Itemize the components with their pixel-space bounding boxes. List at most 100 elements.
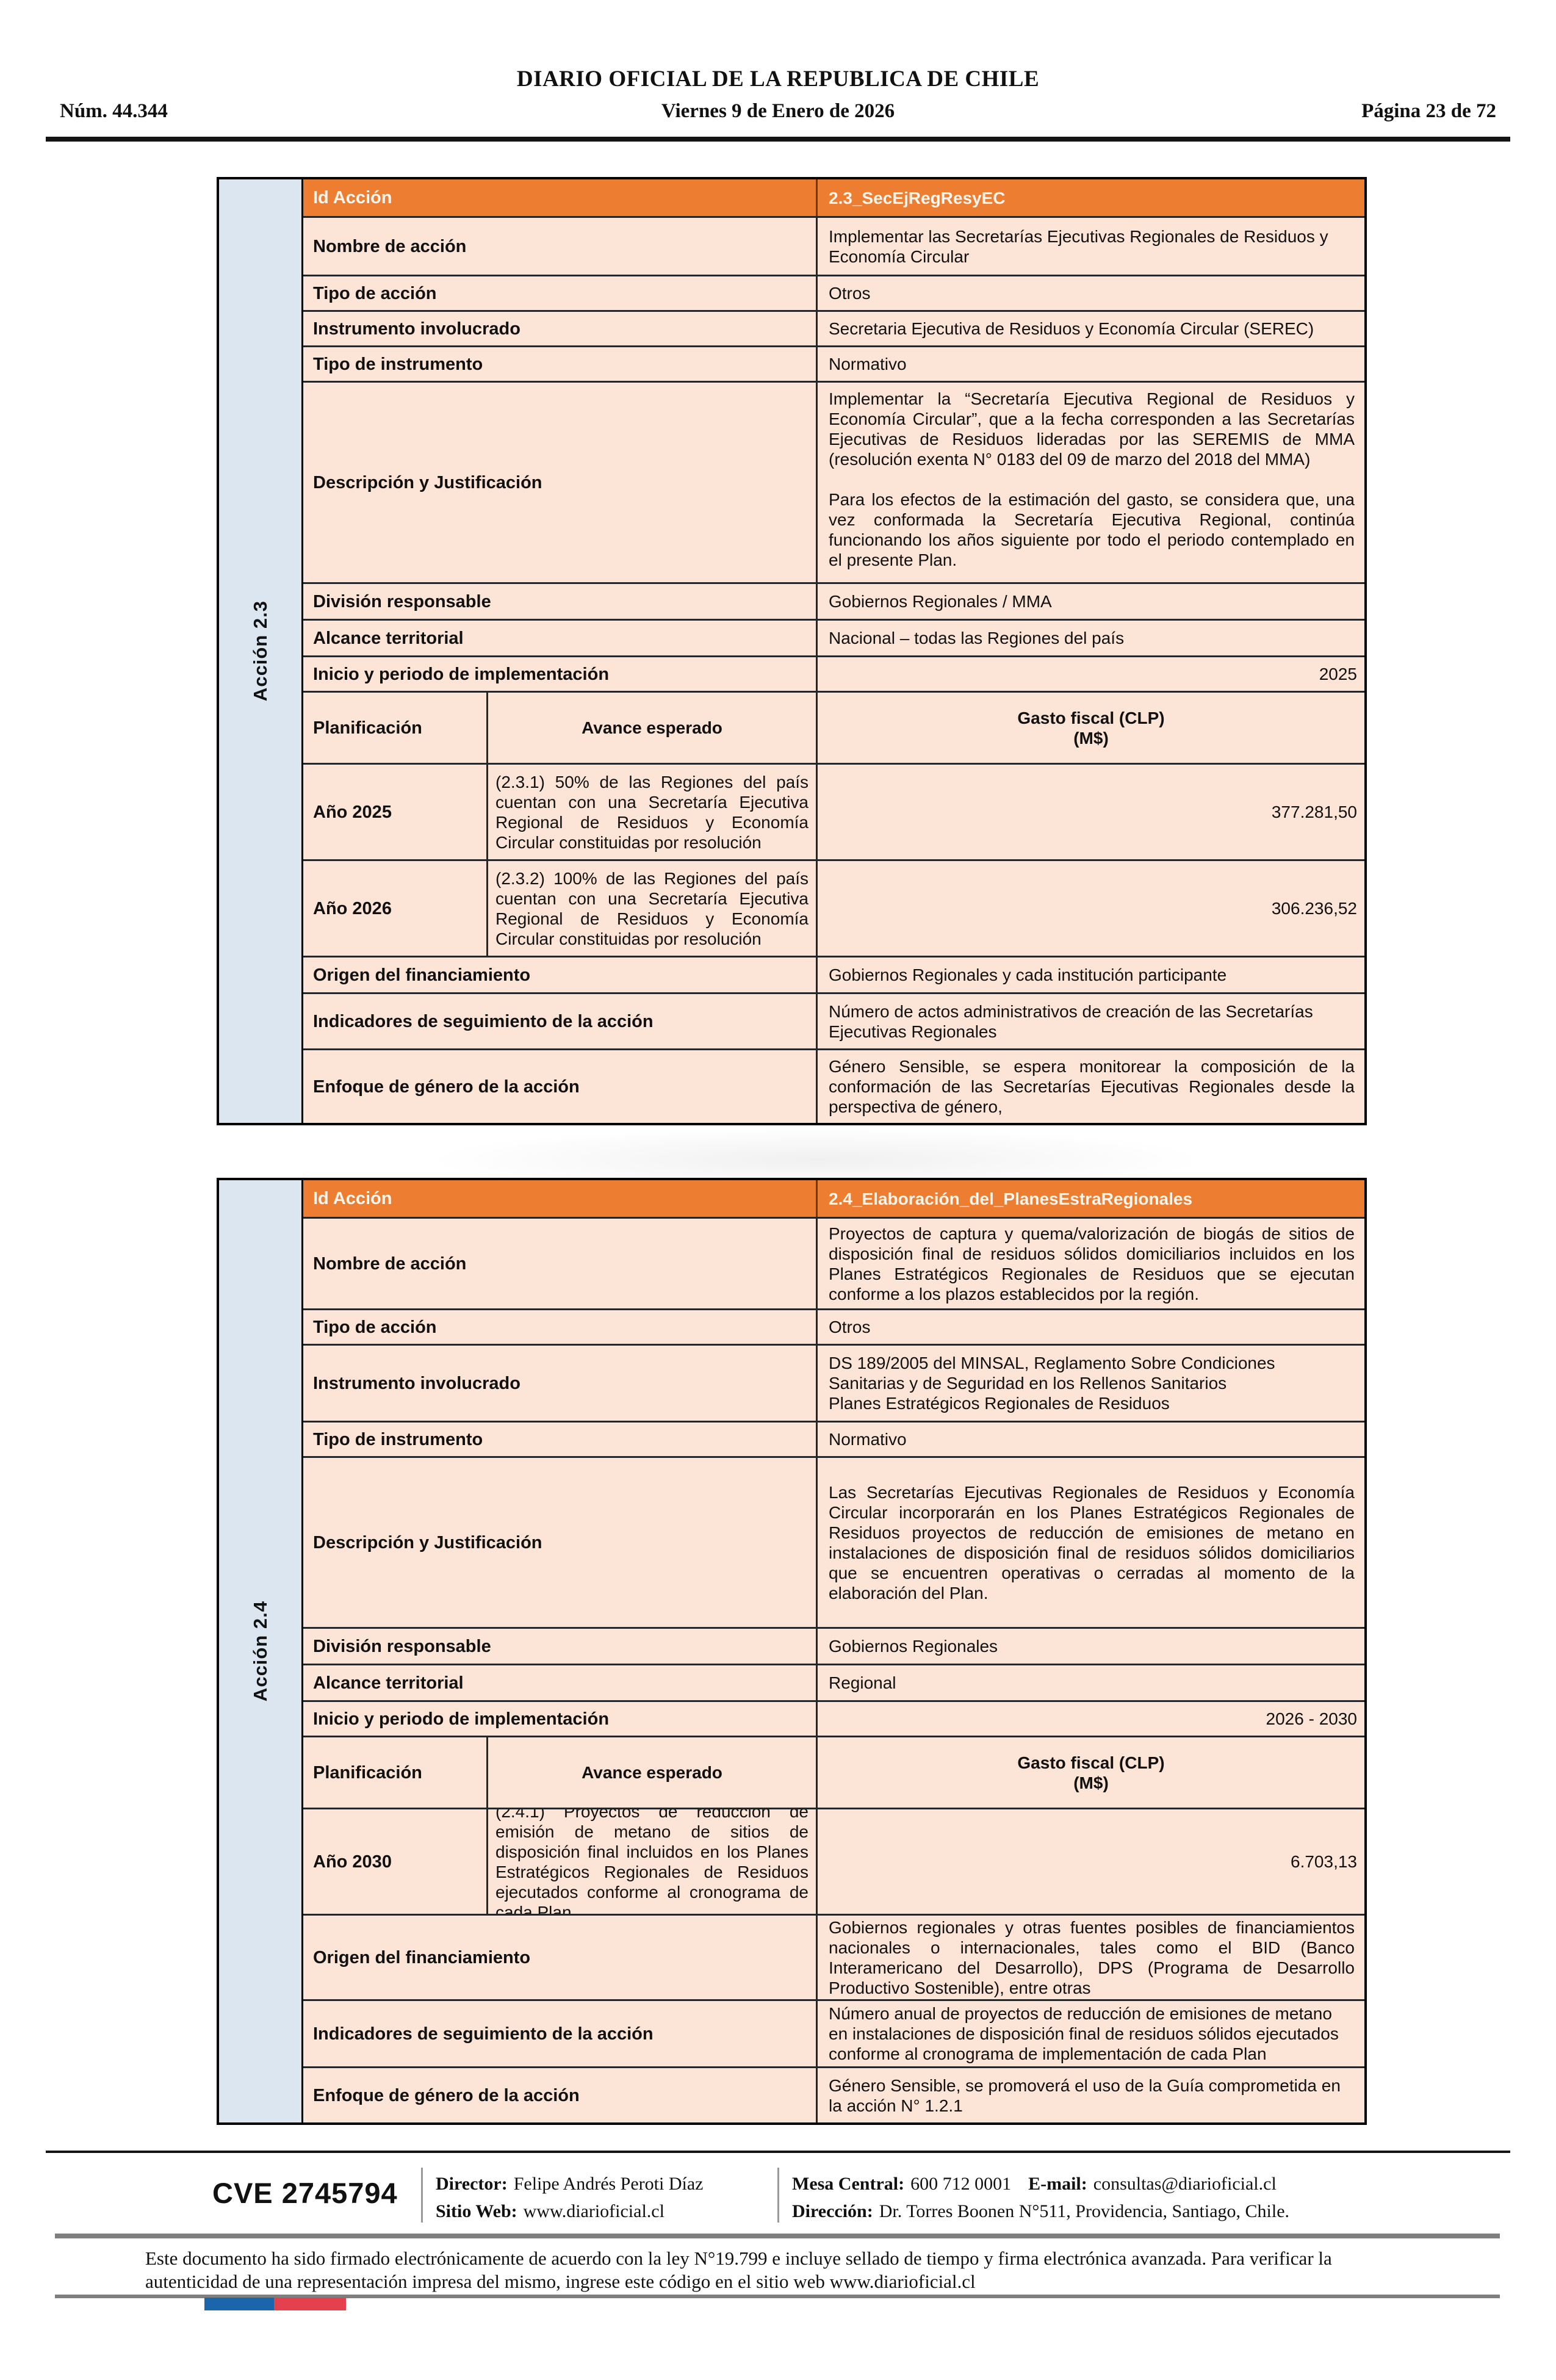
descripcion-value: Implementar la “Secretaría Ejecutiva Reg… [816,383,1364,582]
row-plan-header: Planificación Avance esperado Gasto fisc… [303,1736,1364,1808]
genero-value: Género Sensible, se promoverá el uso de … [816,2068,1364,2122]
row-ano-2026: Año 2026 (2.3.2) 100% de las Regiones de… [303,859,1364,956]
gasto-fiscal-label: Gasto fiscal (CLP) (M$) [816,693,1364,763]
descripcion-value: Las Secretarías Ejecutivas Regionales de… [816,1458,1364,1627]
ano-2030-gasto: 6.703,13 [816,1809,1364,1914]
tipo-accion-label: Tipo de acción [313,1317,437,1337]
direccion-label: Dirección: [792,2201,873,2221]
email-label: E-mail: [1028,2174,1087,2194]
row-tipo-instrumento: Tipo de instrumento Normativo [303,345,1364,381]
tipo-instrumento-value: Normativo [816,347,1364,381]
descripcion-label: Descripción y Justificación [313,472,542,492]
row-instrumento: Instrumento involucrado DS 189/2005 del … [303,1344,1364,1421]
footer-contact-block: Mesa Central: 600 712 0001 E-mail: consulta… [792,2170,1289,2225]
row-tipo-accion: Tipo de acción Otros [303,275,1364,310]
ano-2026-label: Año 2026 [313,898,392,918]
row-tipo-accion: Tipo de acción Otros [303,1308,1364,1344]
footer-mesa-line: Mesa Central: 600 712 0001 E-mail: consulta… [792,2170,1289,2198]
mesa-central-label: Mesa Central: [792,2174,905,2194]
email-address: consultas@diarioficial.cl [1093,2174,1277,2194]
row-indicadores: Indicadores de seguimiento de la acción … [303,1999,1364,2066]
instrumento-label: Instrumento involucrado [313,1373,520,1393]
origen-value: Gobiernos Regionales y cada institución … [816,957,1364,992]
sitio-web-label: Sitio Web: [436,2201,517,2221]
director-name: Felipe Andrés Peroti Díaz [513,2174,704,2194]
masthead-page-indicator: Página 23 de 72 [1361,100,1496,122]
ano-2025-gasto: 377.281,50 [816,765,1364,859]
chile-flag-red-bar [274,2298,346,2310]
row-origen: Origen del financiamiento Gobiernos Regi… [303,956,1364,992]
genero-value: Género Sensible, se espera monitorear la… [816,1050,1364,1123]
tipo-instrumento-label: Tipo de instrumento [313,1429,483,1449]
row-division: División responsable Gobiernos Regionale… [303,1627,1364,1664]
id-accion-value: 2.4_Elaboración_del_PlanesEstraRegionale… [816,1180,1364,1217]
row-alcance: Alcance territorial Nacional – todas las… [303,619,1364,655]
division-label: División responsable [313,591,491,611]
footer-gray-rule-bottom [55,2295,1500,2298]
row-alcance: Alcance territorial Regional [303,1664,1364,1700]
instrumento-value: Secretaria Ejecutiva de Residuos y Econo… [816,312,1364,345]
instrumento-value: DS 189/2005 del MINSAL, Reglamento Sobre… [816,1346,1364,1421]
id-accion-label: Id Acción [313,1189,392,1208]
row-nombre-accion: Nombre de acción Proyectos de captura y … [303,1217,1364,1308]
instrumento-linea-2: Planes Estratégicos Regionales de Residu… [829,1394,1170,1413]
nombre-accion-value: Proyectos de captura y quema/valorizació… [816,1219,1364,1308]
row-ano-2030: Año 2030 (2.4.1) Proyectos de reducción … [303,1808,1364,1914]
action-table-2-3: Acción 2.3 Id Acción 2.3_SecEjRegResyEC … [217,177,1367,1125]
gasto-fiscal-label-line1: Gasto fiscal (CLP) [1017,1753,1165,1772]
gasto-fiscal-label-line2: (M$) [1073,1773,1109,1792]
row-descripcion: Descripción y Justificación Implementar … [303,381,1364,582]
tipo-accion-value: Otros [816,276,1364,310]
tipo-accion-value: Otros [816,1310,1364,1344]
genero-label: Enfoque de género de la acción [313,1076,580,1097]
instrumento-linea-1: DS 189/2005 del MINSAL, Reglamento Sobre… [829,1354,1275,1393]
footer-sitio-line: Sitio Web: www.diarioficial.cl [436,2198,703,2225]
division-label: División responsable [313,1636,491,1656]
tipo-accion-label: Tipo de acción [313,283,437,303]
inicio-value: 2025 [816,657,1364,691]
nombre-accion-label: Nombre de acción [313,1253,467,1274]
indicadores-value: Número de actos administrativos de creac… [816,994,1364,1048]
instrumento-label: Instrumento involucrado [313,319,520,339]
action-2-3-sidebar-label: Acción 2.3 [249,600,271,702]
row-division: División responsable Gobiernos Regionale… [303,582,1364,619]
alcance-value: Regional [816,1665,1364,1700]
chile-flag-blue-bar [204,2298,274,2310]
row-id-accion: Id Acción 2.3_SecEjRegResyEC [303,179,1364,216]
planificacion-label: Planificación [313,718,422,738]
division-value: Gobiernos Regionales / MMA [816,584,1364,619]
descripcion-label: Descripción y Justificación [313,1532,542,1552]
origen-value: Gobiernos regionales y otras fuentes pos… [816,1916,1364,1999]
legal-notice: Este documento ha sido firmado electróni… [145,2248,1332,2292]
footer-gray-rule-top [55,2234,1500,2238]
row-plan-header: Planificación Avance esperado Gasto fisc… [303,691,1364,763]
masthead-rule [46,137,1510,142]
gasto-fiscal-label-line2: (M$) [1073,728,1109,748]
inicio-label: Inicio y periodo de implementación [313,1709,610,1729]
footer-divider-2 [777,2168,779,2223]
action-table-2-4: Acción 2.4 Id Acción 2.4_Elaboración_del… [217,1178,1367,2125]
indicadores-label: Indicadores de seguimiento de la acción [313,1011,654,1031]
cve-code: CVE 2745794 [212,2177,398,2209]
division-value: Gobiernos Regionales [816,1629,1364,1664]
masthead-issue-number: Núm. 44.344 [60,100,168,122]
row-descripcion: Descripción y Justificación Las Secretar… [303,1456,1364,1627]
action-2-3-sidebar: Acción 2.3 [219,179,303,1123]
indicadores-value: Número anual de proyectos de reducción d… [816,2001,1364,2066]
row-id-accion: Id Acción 2.4_Elaboración_del_PlanesEstr… [303,1180,1364,1217]
ano-2025-label: Año 2025 [313,802,392,822]
descripcion-parrafo-1: Implementar la “Secretaría Ejecutiva Reg… [829,389,1355,469]
nombre-accion-value: Implementar las Secretarías Ejecutivas R… [816,218,1364,275]
alcance-value: Nacional – todas las Regiones del país [816,621,1364,655]
footer-direccion-line: Dirección: Dr. Torres Boonen N°511, Provi… [792,2198,1289,2225]
footer-top-rule [46,2151,1510,2153]
row-origen: Origen del financiamiento Gobiernos regi… [303,1914,1364,1999]
ano-2030-label: Año 2030 [313,1852,392,1872]
inicio-value: 2026 - 2030 [816,1702,1364,1736]
masthead-title: DIARIO OFICIAL DE LA REPUBLICA DE CHILE [516,67,1040,92]
descripcion-parrafo-2: Para los efectos de la estimación del ga… [829,490,1355,569]
row-indicadores: Indicadores de seguimiento de la acción … [303,992,1364,1048]
sitio-web-url: www.diarioficial.cl [523,2201,665,2221]
id-accion-label: Id Acción [313,188,392,207]
